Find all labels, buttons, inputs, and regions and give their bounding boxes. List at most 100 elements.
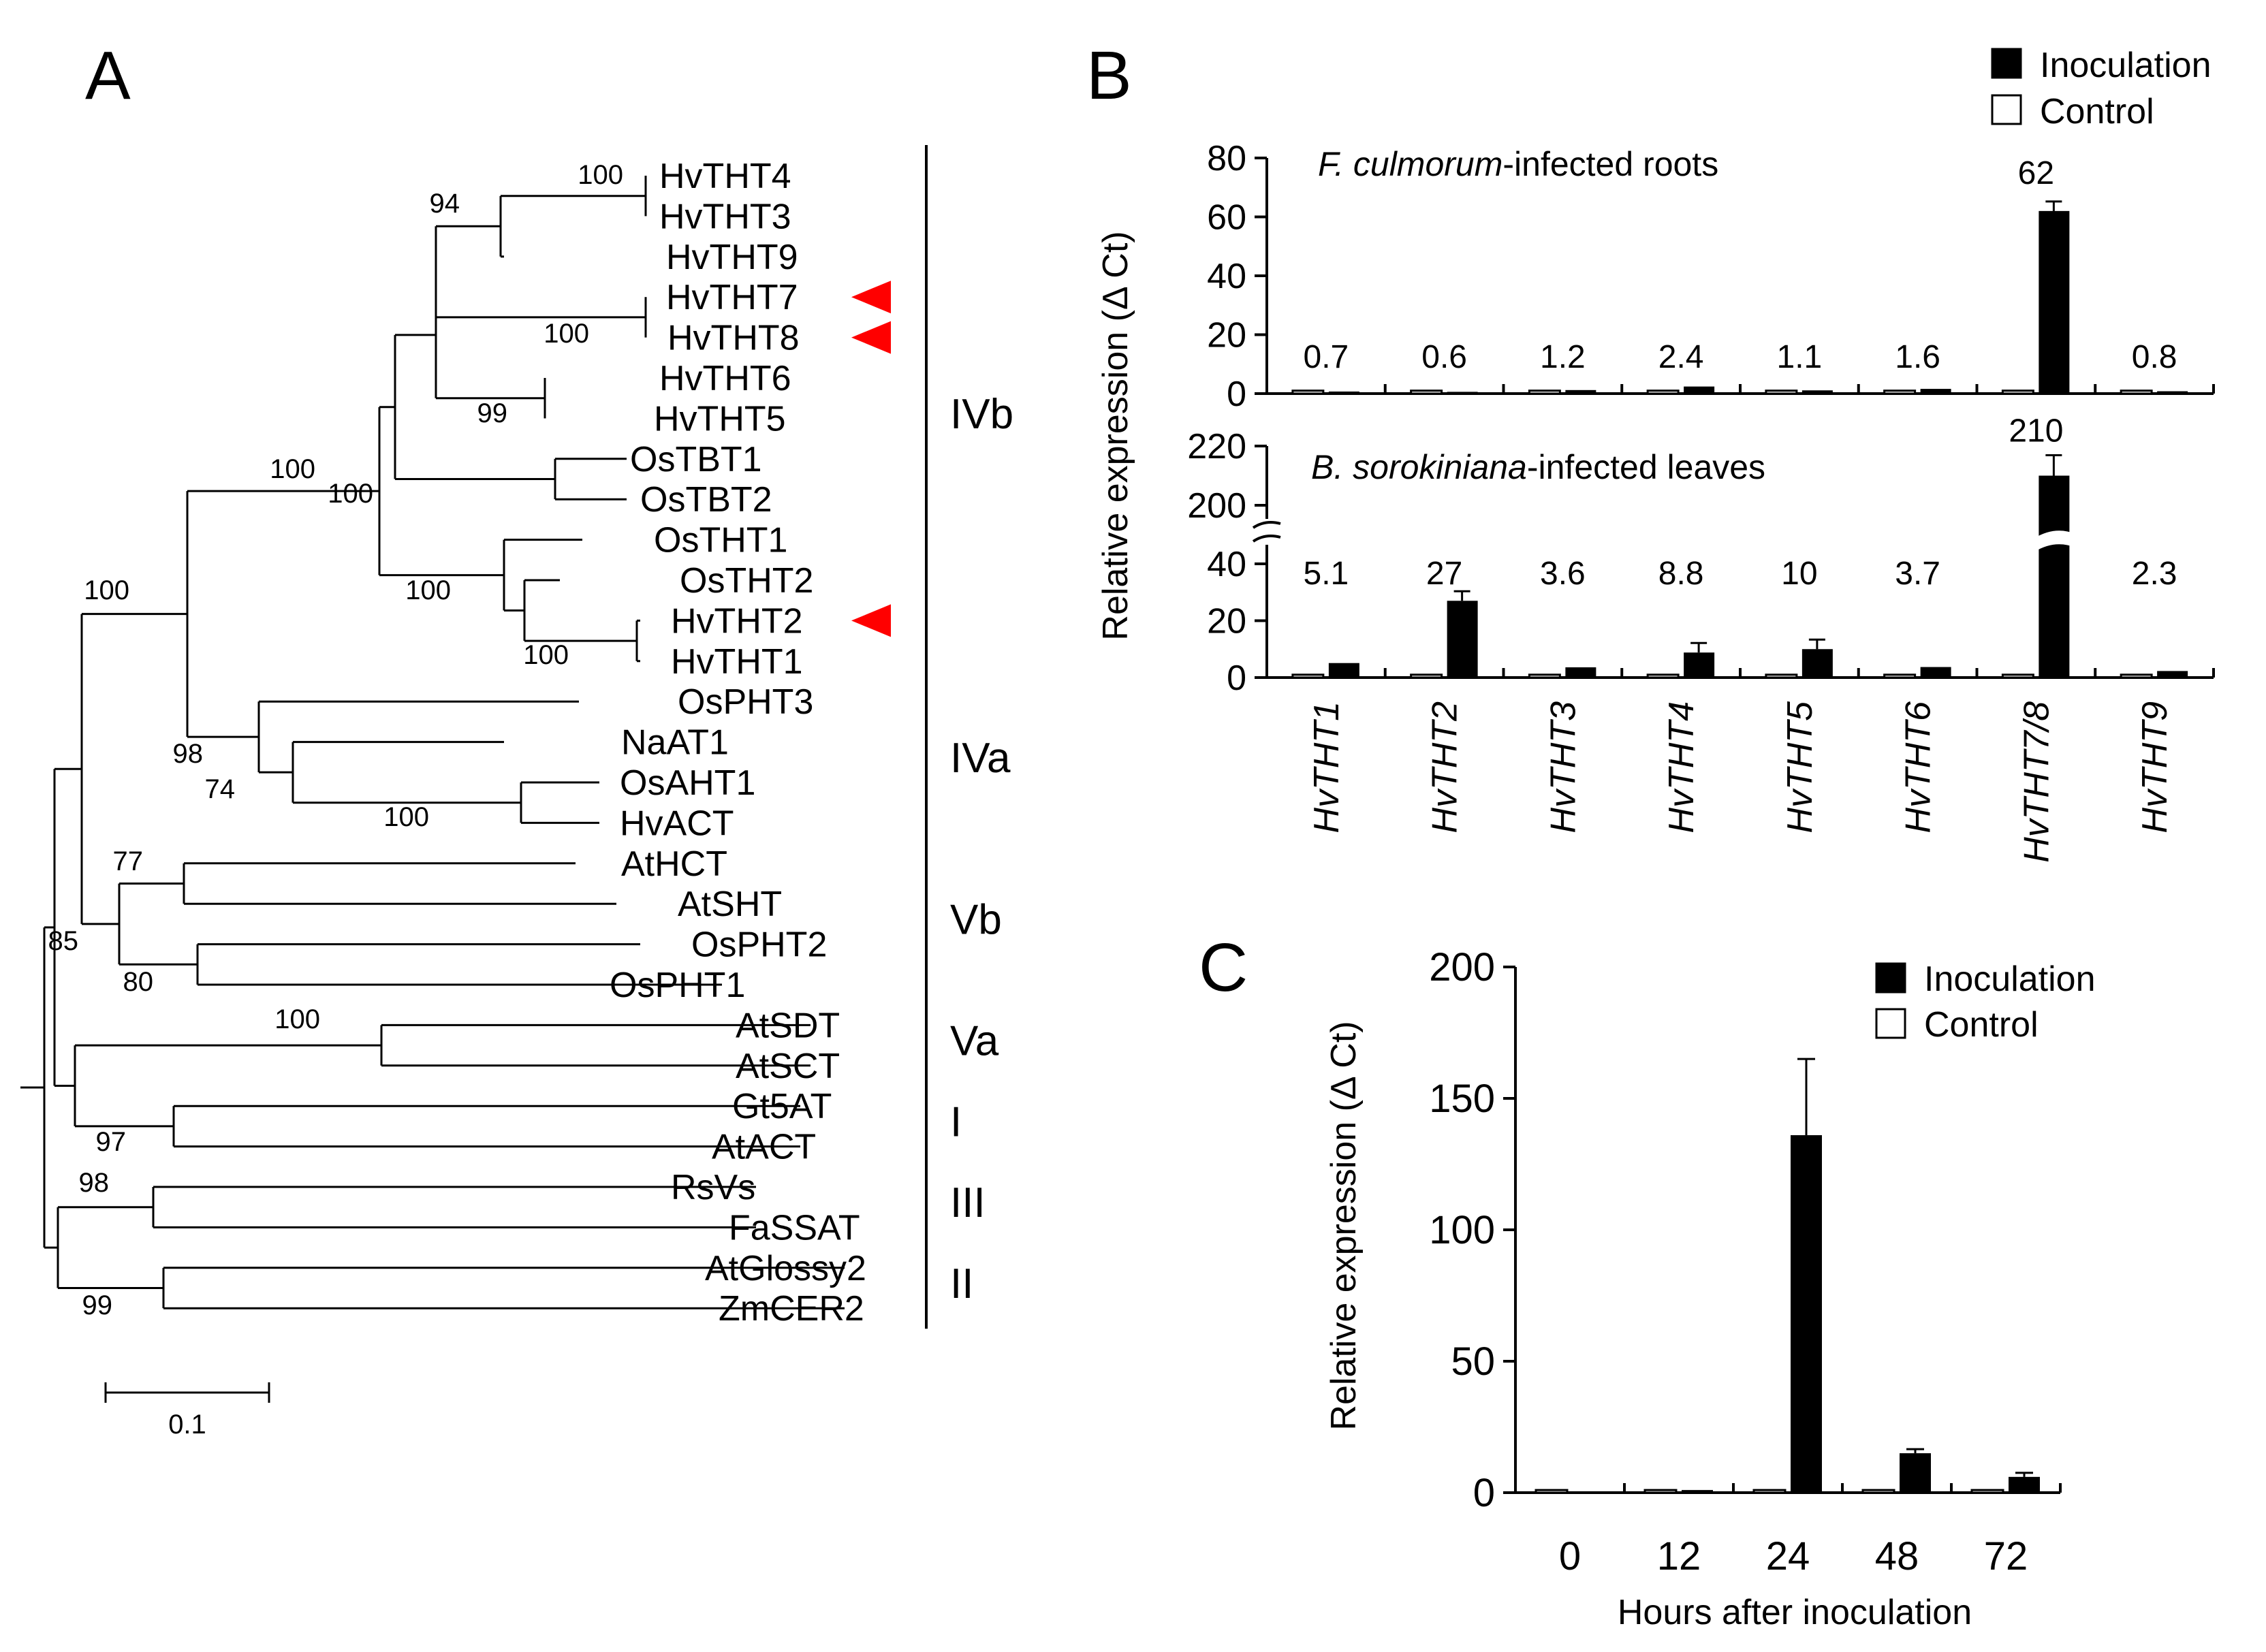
- tree-tip-label: ZmCER2: [719, 1289, 864, 1329]
- data-label-roots: 1.2: [1540, 339, 1586, 375]
- tree-tip-label: OsTHT1: [654, 521, 787, 560]
- bar-inoculation-c: [2009, 1476, 2040, 1493]
- x-category-label-c: 0: [1559, 1534, 1581, 1578]
- x-category-label: HvTHT3: [1543, 701, 1583, 833]
- y-tick-label-c: 200: [1429, 945, 1495, 989]
- tree-tip-label: OsTHT2: [680, 561, 813, 601]
- tree-tip-label: OsAHT1: [620, 763, 755, 803]
- tree-tip-label: FaSSAT: [729, 1208, 860, 1248]
- legend-label-control-c: Control: [1924, 1005, 2039, 1045]
- error-bar-leaves: [2045, 454, 2062, 476]
- bootstrap-value: 98: [173, 739, 204, 769]
- y-tick-label-roots: 80: [1207, 139, 1246, 178]
- bar-inoculation-c: [1900, 1453, 1931, 1493]
- error-bar-leaves: [1453, 590, 1470, 601]
- bar-inoculation-leaves: [1920, 667, 1951, 678]
- y-tick-label-roots: 40: [1207, 257, 1246, 296]
- data-label-leaves: 210: [2009, 413, 2063, 449]
- bootstrap-value: 97: [96, 1127, 127, 1157]
- y-axis-label-b: Relative expression (Δ Ct): [1096, 231, 1135, 640]
- x-category-label-c: 48: [1875, 1534, 1919, 1578]
- chart-title-leaves: B. sorokiniana-infected leaves: [1311, 448, 1765, 486]
- x-category-label: HvTHT6: [1899, 701, 1938, 833]
- error-bar-c: [1906, 1448, 1924, 1454]
- y-tick-label-leaves: 200: [1187, 486, 1246, 526]
- tree-tip-label: HvTHT7: [666, 278, 798, 317]
- bar-control-leaves: [1528, 673, 1561, 679]
- bar-inoculation-c: [1682, 1490, 1713, 1493]
- tree-tip-label: AtGlossy2: [705, 1249, 866, 1288]
- x-category-label: HvTHT5: [1780, 701, 1820, 833]
- bar-control-leaves: [1883, 673, 1917, 679]
- bootstrap-value: 100: [405, 575, 451, 605]
- clade-label: IVa: [950, 735, 1011, 782]
- tree-tip-label: OsPHT1: [610, 966, 745, 1005]
- tree-tip-label: HvTHT6: [659, 359, 791, 398]
- x-category-label: HvTHT2: [1426, 701, 1465, 833]
- bar-inoculation-c: [1791, 1135, 1822, 1493]
- tree-tip-label: AtSHT: [678, 885, 782, 924]
- bootstrap-value: 100: [544, 319, 589, 349]
- title-italic-roots: F. culmorum: [1318, 145, 1502, 183]
- bar-inoculation-roots: [1684, 386, 1715, 394]
- data-label-leaves: 5.1: [1304, 556, 1349, 592]
- error-bar-leaves: [1808, 638, 1825, 650]
- bootstrap-value: 100: [274, 1004, 320, 1034]
- bar-control-c: [1970, 1489, 2004, 1494]
- bar-control-c: [1752, 1489, 1787, 1494]
- tree-tip-label: HvACT: [620, 804, 734, 843]
- title-rest-roots: -infected roots: [1502, 145, 1718, 183]
- bar-inoculation-roots: [1920, 389, 1951, 394]
- tree-tip-label: HvTHT9: [666, 238, 798, 277]
- legend-label-control: Control: [2040, 92, 2154, 131]
- chart-title-roots: F. culmorum-infected roots: [1318, 145, 1718, 183]
- bar-inoculation-leaves: [1447, 601, 1478, 678]
- tree-tip-label: OsTBT1: [630, 440, 762, 479]
- bootstrap-value: 100: [84, 575, 129, 605]
- bar-control-roots: [1410, 390, 1443, 395]
- bootstrap-value: 77: [113, 846, 144, 876]
- title-italic-leaves: B. sorokiniana: [1311, 448, 1527, 486]
- tree-tip-label: HvTHT1: [671, 642, 803, 682]
- x-category-label: HvTHT4: [1662, 701, 1701, 833]
- tree-tip-label: HvTHT8: [667, 319, 800, 358]
- tree-tip-label: NaAT1: [621, 723, 729, 763]
- y-tick-label-leaves: 40: [1207, 545, 1246, 584]
- x-category-label: HvTHT7/8: [2017, 701, 2056, 863]
- bar-control-leaves: [2001, 673, 2034, 679]
- error-bar-c: [1797, 1058, 1815, 1136]
- x-category-label: HvTHT9: [2135, 701, 2175, 833]
- data-label-leaves: 3.7: [1895, 556, 1940, 592]
- bar-inoculation-leaves: [1684, 652, 1715, 678]
- bar-inoculation-leaves: [1801, 649, 1833, 678]
- scale-bar-line: [104, 1382, 270, 1403]
- bootstrap-value: 100: [270, 454, 315, 484]
- y-tick-label-leaves: 220: [1187, 427, 1246, 466]
- y-axis-label-c: Relative expression (Δ Ct): [1324, 1021, 1364, 1430]
- x-category-label: HvTHT1: [1307, 701, 1347, 833]
- y-tick-label-leaves: 20: [1207, 602, 1246, 641]
- scale-bar: 0.1: [104, 1382, 270, 1440]
- bar-control-roots: [1883, 390, 1917, 395]
- legend-swatch-inoculation-c: [1875, 962, 1906, 994]
- bootstrap-value: 94: [430, 189, 460, 219]
- y-tick-label-c: 0: [1473, 1471, 1495, 1515]
- legend-swatch-control-c: [1875, 1008, 1906, 1039]
- data-label-roots: 0.8: [2132, 339, 2177, 375]
- chart-time-course: 0 50 100 150 200 0 12 24 48 72: [1429, 945, 2062, 1578]
- highlight-arrow-icon: [851, 281, 891, 314]
- clade-label: III: [950, 1179, 986, 1226]
- bar-control-c: [1861, 1489, 1895, 1494]
- highlight-arrow-icon: [851, 604, 891, 637]
- bootstrap-value: 74: [205, 774, 236, 804]
- tree-tip-label: OsPHT2: [691, 925, 827, 965]
- bar-control-roots: [1646, 390, 1680, 395]
- legend-swatch-control: [1991, 94, 2022, 125]
- legend-b: Inoculation Control: [1991, 46, 2212, 131]
- bootstrap-value: 100: [383, 802, 429, 832]
- bar-inoculation-leaves: [1328, 663, 1359, 678]
- bar-inoculation-leaves: [2039, 475, 2070, 678]
- tree-tip-label: AtSDT: [736, 1006, 840, 1045]
- scale-bar-label: 0.1: [168, 1410, 206, 1440]
